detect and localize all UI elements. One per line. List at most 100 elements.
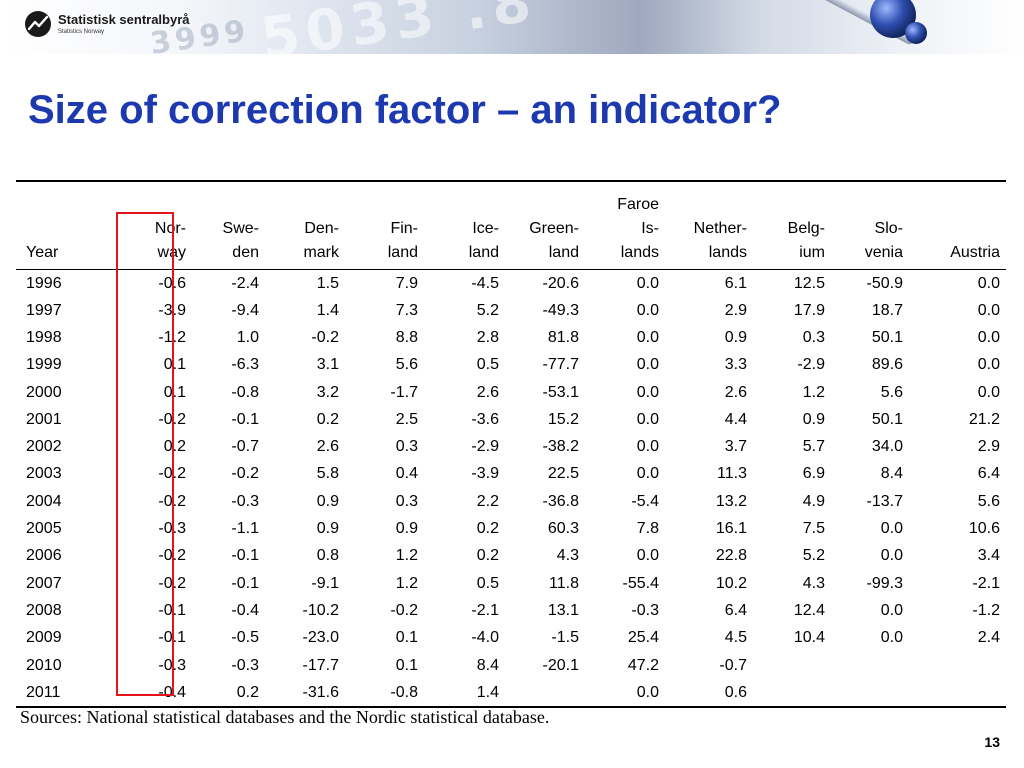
table-row: 2009 -0.1 -0.5 -23.0 0.1 -4.0 -1.5 25.4 4.5 10.4 0… — [16, 624, 1006, 651]
value-cell: 0.8 — [316, 547, 339, 565]
value-cell: -99.3 — [866, 574, 903, 592]
table-row: 2006 -0.2 -0.1 0.8 1.2 0.2 4.3 0.0 22.8 5.2 0.0 3.4 — [16, 542, 1006, 569]
value-cell: -17.7 — [302, 656, 339, 674]
value-cell: 60.3 — [547, 520, 579, 538]
value-cell: 0.2 — [316, 410, 339, 428]
decorative-digits: 5033 .8 — [256, 0, 541, 54]
value-cell: -1.2 — [972, 601, 1000, 619]
value-cell: -9.4 — [231, 301, 259, 319]
value-cell: 0.0 — [636, 274, 659, 292]
value-cell: -50.9 — [866, 274, 903, 292]
value-cell — [909, 651, 1006, 678]
value-cell: -0.1 — [231, 574, 259, 592]
value-cell: -2.1 — [972, 574, 1000, 592]
value-cell: 50.1 — [871, 410, 903, 428]
value-cell: 4.9 — [802, 492, 825, 510]
value-cell: 0.1 — [395, 629, 418, 647]
value-cell: -6.3 — [231, 356, 259, 374]
value-cell: 25.4 — [627, 629, 659, 647]
value-cell: 2.6 — [316, 438, 339, 456]
value-cell: 0.9 — [802, 410, 825, 428]
value-cell: 3.3 — [724, 356, 747, 374]
value-cell: 0.0 — [977, 274, 1000, 292]
value-cell: 1.2 — [395, 574, 418, 592]
value-cell: 10.2 — [715, 574, 747, 592]
value-cell: -4.0 — [471, 629, 499, 647]
value-cell: 8.4 — [880, 465, 903, 483]
value-cell: 12.5 — [793, 274, 825, 292]
decorative-orb-small — [905, 22, 927, 44]
year-cell: 2010 — [26, 656, 62, 674]
value-cell: 2.9 — [977, 438, 1000, 456]
value-cell: -0.1 — [158, 601, 186, 619]
value-cell: 1.4 — [424, 678, 505, 708]
value-cell: -1.2 — [158, 328, 186, 346]
column-header: Nor- way — [108, 180, 192, 270]
sources-note: Sources: National statistical databases … — [20, 707, 550, 727]
value-cell: 13.2 — [715, 492, 747, 510]
value-cell: 16.1 — [715, 520, 747, 538]
value-cell: -20.1 — [542, 656, 579, 674]
value-cell: -0.3 — [158, 520, 186, 538]
year-cell: 2009 — [26, 629, 62, 647]
value-cell: 5.7 — [802, 438, 825, 456]
value-cell: -0.3 — [158, 656, 186, 674]
value-cell: -23.0 — [302, 629, 339, 647]
value-cell: -0.2 — [158, 410, 186, 428]
ssb-logo-icon — [25, 11, 51, 37]
table-row: 2003 -0.2 -0.2 5.8 0.4 -3.9 22.5 0.0 11.3 6.9 8.4 6… — [16, 460, 1006, 487]
header-banner: 5033 .8 3999 Statistisk sentralbyrå Stat… — [0, 0, 1024, 54]
year-cell: 2008 — [26, 601, 62, 619]
value-cell: 2.8 — [476, 328, 499, 346]
value-cell: 89.6 — [871, 356, 903, 374]
value-cell: -0.2 — [311, 328, 339, 346]
value-cell: -0.8 — [345, 678, 424, 708]
value-cell: 7.5 — [802, 520, 825, 538]
year-cell: 1997 — [26, 301, 62, 319]
year-cell: 1996 — [26, 274, 62, 292]
table-row: 1998 -1.2 1.0 -0.2 8.8 2.8 81.8 0.0 0.9 0.3 50.1 0.… — [16, 324, 1006, 351]
value-cell: 1.5 — [316, 274, 339, 292]
value-cell: 0.0 — [977, 328, 1000, 346]
table-row: 2004 -0.2 -0.3 0.9 0.3 2.2 -36.8 -5.4 13.2 4.9 -13… — [16, 488, 1006, 515]
value-cell: 17.9 — [793, 301, 825, 319]
table-header-row: Year Nor- way Swe- den Den- mark Fin- land Ic… — [16, 180, 1006, 270]
value-cell: 0.0 — [880, 547, 903, 565]
slide-title: Size of correction factor – an indicator… — [28, 88, 782, 132]
value-cell: 3.7 — [724, 438, 747, 456]
table-container: Year Nor- way Swe- den Den- mark Fin- land Ic… — [16, 180, 1006, 708]
value-cell: 0.3 — [395, 438, 418, 456]
value-cell: 0.5 — [476, 356, 499, 374]
value-cell: -3.9 — [158, 301, 186, 319]
value-cell: 2.2 — [476, 492, 499, 510]
value-cell: 0.4 — [395, 465, 418, 483]
value-cell: 0.0 — [636, 383, 659, 401]
correction-factor-table: Year Nor- way Swe- den Den- mark Fin- land Ic… — [16, 180, 1006, 708]
value-cell: 0.0 — [636, 328, 659, 346]
value-cell: 5.6 — [395, 356, 418, 374]
value-cell: 10.4 — [793, 629, 825, 647]
column-header: Austria — [909, 180, 1006, 270]
table-row: 2010 -0.3 -0.3 -17.7 0.1 8.4 -20.1 47.2 -0.7 — [16, 651, 1006, 678]
value-cell: 5.6 — [880, 383, 903, 401]
value-cell: 4.5 — [724, 629, 747, 647]
value-cell: 12.4 — [793, 601, 825, 619]
value-cell: 0.3 — [395, 492, 418, 510]
value-cell: 0.2 — [476, 547, 499, 565]
table-row: 2005 -0.3 -1.1 0.9 0.9 0.2 60.3 7.8 16.1 7.5 0.0 10… — [16, 515, 1006, 542]
table-row: 2011 -0.4 0.2 -31.6 -0.8 1.4 0.0 0.6 — [16, 678, 1006, 708]
value-cell — [753, 651, 831, 678]
value-cell: -0.1 — [231, 547, 259, 565]
value-cell: 11.3 — [717, 465, 747, 483]
value-cell: -2.1 — [471, 601, 499, 619]
column-header: Faroe Is- lands — [585, 180, 665, 270]
page-number: 13 — [984, 734, 1000, 750]
value-cell: 0.6 — [665, 678, 753, 708]
value-cell: 7.3 — [395, 301, 418, 319]
value-cell: -55.4 — [622, 574, 659, 592]
value-cell: 0.9 — [316, 492, 339, 510]
value-cell: 0.9 — [724, 328, 747, 346]
value-cell: 6.1 — [724, 274, 747, 292]
value-cell: -1.1 — [231, 520, 259, 538]
value-cell: -5.4 — [631, 492, 659, 510]
